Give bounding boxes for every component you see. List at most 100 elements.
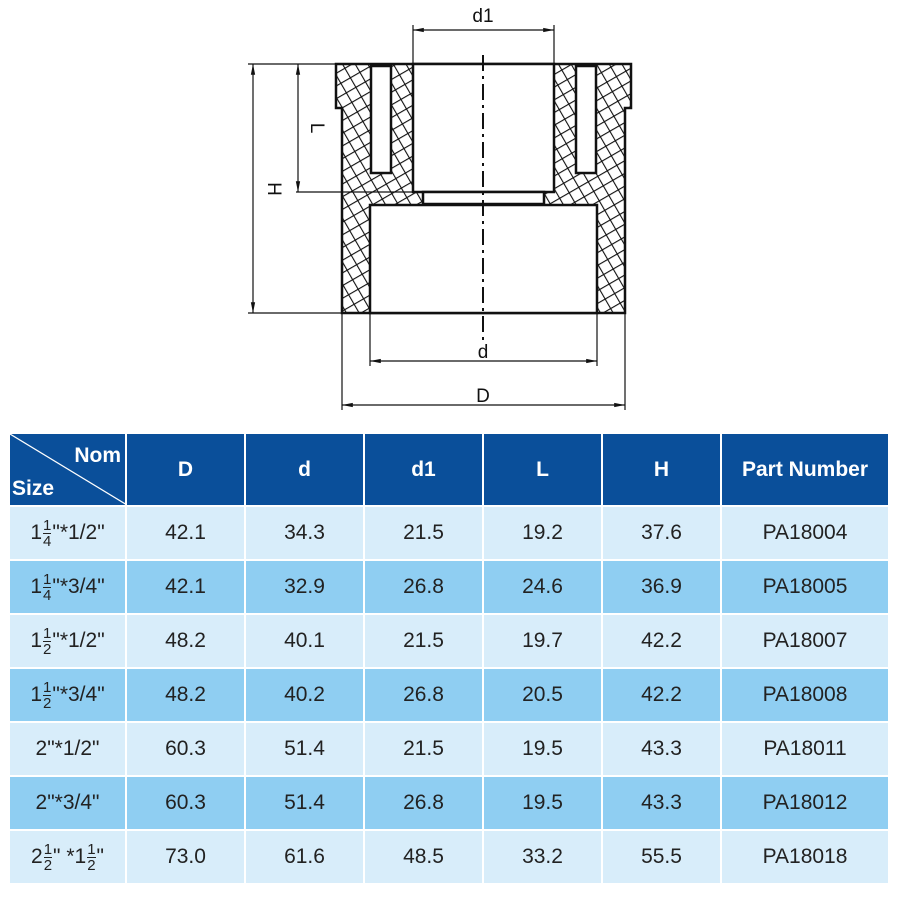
table-row: 1 1 2 "*3/4" 48.2 40.2 26.8 20.5 42.2 PA18008 <box>10 669 888 721</box>
cell-d: 51.4 <box>246 777 363 829</box>
size-whole: 1 <box>30 574 43 598</box>
size-whole: 1 <box>30 682 43 706</box>
table-header-row: Nom Size D d d1 L H Part Number <box>10 434 888 505</box>
cell-part-number: PA18005 <box>722 561 888 613</box>
size-text: 2"*3/4" <box>35 791 100 814</box>
cell-d1: 21.5 <box>365 507 482 559</box>
label-D: D <box>476 386 490 407</box>
cell-d1: 26.8 <box>365 561 482 613</box>
cell-H: 43.3 <box>603 777 720 829</box>
cell-L: 20.5 <box>484 669 601 721</box>
cell-part-number: PA18018 <box>722 831 888 883</box>
cell-L: 33.2 <box>484 831 601 883</box>
cell-d1: 21.5 <box>365 723 482 775</box>
header-nom: Nom <box>74 444 121 467</box>
label-d: d <box>478 342 489 363</box>
label-L: L <box>306 123 327 134</box>
size-text: " * <box>53 844 75 868</box>
cell-H: 36.9 <box>603 561 720 613</box>
cell-D: 60.3 <box>127 777 244 829</box>
header-d1: d1 <box>365 434 482 505</box>
cell-part-number: PA18011 <box>722 723 888 775</box>
denominator: 2 <box>43 640 52 658</box>
size-whole: 1 <box>30 628 43 652</box>
size-text: " <box>96 844 104 868</box>
size-cell: 1 1 2 "*3/4" <box>10 669 125 721</box>
cell-D: 60.3 <box>127 723 244 775</box>
cell-D: 48.2 <box>127 669 244 721</box>
cell-L: 24.6 <box>484 561 601 613</box>
numerator: 1 <box>43 678 52 696</box>
cell-L: 19.7 <box>484 615 601 667</box>
cell-D: 73.0 <box>127 831 244 883</box>
cell-d: 61.6 <box>246 831 363 883</box>
numerator: 1 <box>87 840 96 858</box>
size-cell: 1 1 2 "*1/2" <box>10 615 125 667</box>
cell-d1: 21.5 <box>365 615 482 667</box>
size-cell: 2"*1/2" <box>10 723 125 775</box>
table-row: 1 1 4 "*1/2" 42.1 34.3 21.5 19.2 37.6 PA18004 <box>10 507 888 559</box>
header-H: H <box>603 434 720 505</box>
size-cell: 2"*3/4" <box>10 777 125 829</box>
dimension-lines <box>248 25 626 410</box>
table-row: 1 1 2 "*1/2" 48.2 40.1 21.5 19.7 42.2 PA18007 <box>10 615 888 667</box>
numerator: 1 <box>43 516 52 534</box>
size-text: "*1/2" <box>52 628 105 652</box>
cell-d: 40.2 <box>246 669 363 721</box>
denominator: 2 <box>43 856 53 874</box>
cell-H: 42.2 <box>603 615 720 667</box>
size-text: "*3/4" <box>52 682 105 706</box>
denominator: 4 <box>43 586 52 604</box>
size-whole: 1 <box>30 520 43 544</box>
table-row: 2"*1/2" 60.3 51.4 21.5 19.5 43.3 PA18011 <box>10 723 888 775</box>
header-part-number: Part Number <box>722 434 888 505</box>
size-cell: 1 1 4 "*1/2" <box>10 507 125 559</box>
size-cell: 2 1 2 " *1 1 2 " <box>10 831 125 883</box>
label-d1: d1 <box>472 6 493 27</box>
numerator: 1 <box>43 570 52 588</box>
denominator: 2 <box>43 694 52 712</box>
cell-d1: 26.8 <box>365 777 482 829</box>
denominator: 2 <box>87 856 96 874</box>
numerator: 1 <box>43 624 52 642</box>
size-text: 2"*1/2" <box>35 737 100 760</box>
header-L: L <box>484 434 601 505</box>
cell-H: 43.3 <box>603 723 720 775</box>
cell-d: 34.3 <box>246 507 363 559</box>
header-d: d <box>246 434 363 505</box>
dimensions-table: Nom Size D d d1 L H Part Number 1 1 4 "*1/2… <box>8 432 890 885</box>
cell-H: 37.6 <box>603 507 720 559</box>
denominator: 4 <box>43 532 52 550</box>
cell-L: 19.5 <box>484 723 601 775</box>
size-text: "*1/2" <box>52 520 105 544</box>
size-text: "*3/4" <box>52 574 105 598</box>
label-H: H <box>263 182 284 196</box>
table-row: 2"*3/4" 60.3 51.4 26.8 19.5 43.3 PA18012 <box>10 777 888 829</box>
cell-H: 42.2 <box>603 669 720 721</box>
header-D: D <box>127 434 244 505</box>
cell-d: 32.9 <box>246 561 363 613</box>
cell-H: 55.5 <box>603 831 720 883</box>
cell-d: 51.4 <box>246 723 363 775</box>
cell-d1: 48.5 <box>365 831 482 883</box>
cell-d1: 26.8 <box>365 669 482 721</box>
cell-D: 42.1 <box>127 507 244 559</box>
cell-part-number: PA18008 <box>722 669 888 721</box>
fitting-cross-section-drawing: d1 H L d D <box>248 6 633 410</box>
size-whole: 1 <box>74 844 87 868</box>
cell-D: 42.1 <box>127 561 244 613</box>
cell-part-number: PA18004 <box>722 507 888 559</box>
cell-D: 48.2 <box>127 615 244 667</box>
cell-d: 40.1 <box>246 615 363 667</box>
table-row: 1 1 4 "*3/4" 42.1 32.9 26.8 24.6 36.9 PA18005 <box>10 561 888 613</box>
cell-L: 19.5 <box>484 777 601 829</box>
size-cell: 1 1 4 "*3/4" <box>10 561 125 613</box>
cell-part-number: PA18012 <box>722 777 888 829</box>
header-size: Size <box>12 477 55 500</box>
